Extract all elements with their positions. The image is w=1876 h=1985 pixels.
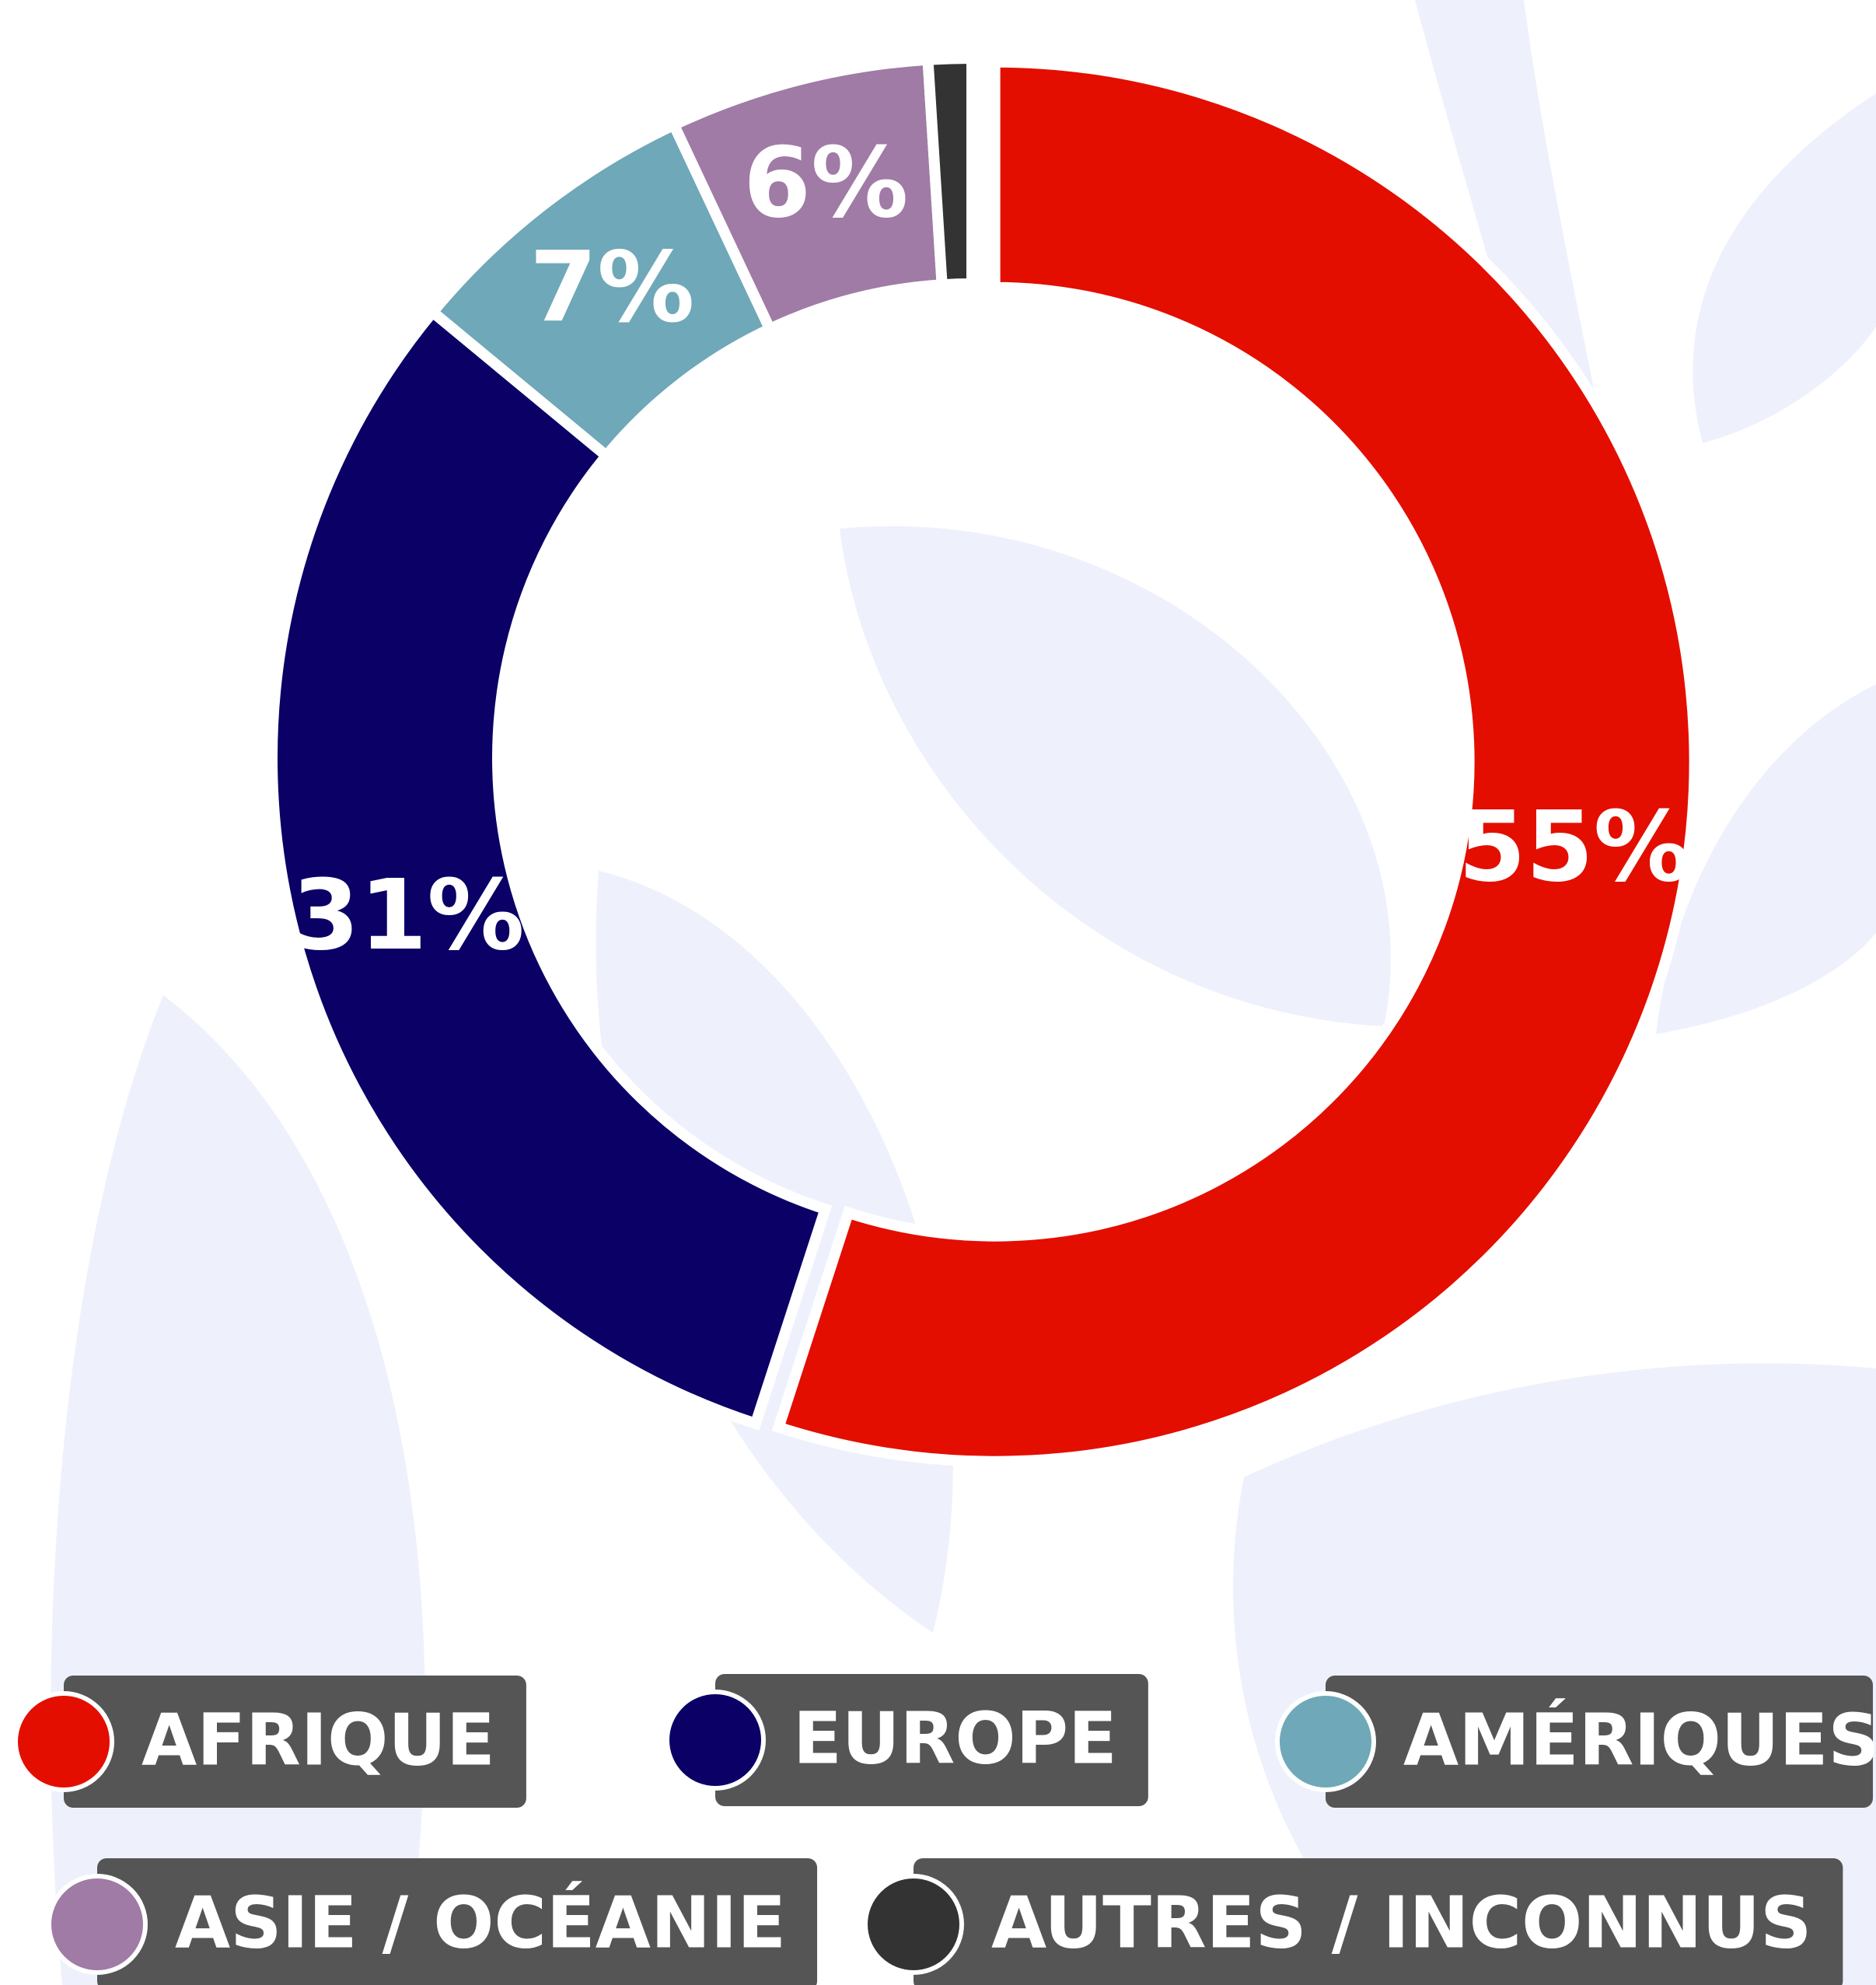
legend-label: EUROPE bbox=[793, 1697, 1117, 1780]
legend-label: AMÉRIQUES bbox=[1403, 1697, 1876, 1781]
legend-badge bbox=[914, 1858, 1843, 1985]
legend-swatch bbox=[665, 1690, 766, 1791]
data-label: 31% bbox=[292, 859, 524, 972]
legend-label: ASIE / OCÉANIE bbox=[175, 1880, 786, 1964]
legend-badge bbox=[64, 1676, 526, 1808]
legend-swatch bbox=[863, 1874, 964, 1975]
legend-swatch bbox=[47, 1874, 148, 1975]
legend-badge bbox=[1326, 1676, 1873, 1808]
legend-swatch bbox=[1275, 1691, 1376, 1792]
legend-label: AFRIQUE bbox=[141, 1698, 495, 1781]
legend: AFRIQUE EUROPE AMÉRIQUES ASIE / OCÉANIE AUTR… bbox=[13, 1674, 1876, 1985]
data-label: 7% bbox=[529, 232, 694, 344]
legend-badge bbox=[97, 1858, 818, 1985]
leaf bbox=[1693, 93, 1876, 443]
legend-badge bbox=[715, 1674, 1148, 1806]
leaf bbox=[51, 995, 425, 1985]
legend-swatch bbox=[13, 1691, 114, 1792]
donut: 55% 31% 7% 6% bbox=[267, 52, 1700, 1467]
data-label: 6% bbox=[743, 127, 908, 239]
donut-segment bbox=[922, 52, 977, 291]
leaf bbox=[1233, 1363, 1876, 1985]
legend-label: AUTRES / INCONNUS bbox=[991, 1881, 1811, 1964]
data-label: 55% bbox=[1459, 791, 1691, 903]
leaf bbox=[840, 526, 1391, 1026]
donut-segment bbox=[771, 56, 1700, 1467]
donut-segment bbox=[267, 304, 833, 1431]
leaf bbox=[1656, 684, 1876, 1034]
